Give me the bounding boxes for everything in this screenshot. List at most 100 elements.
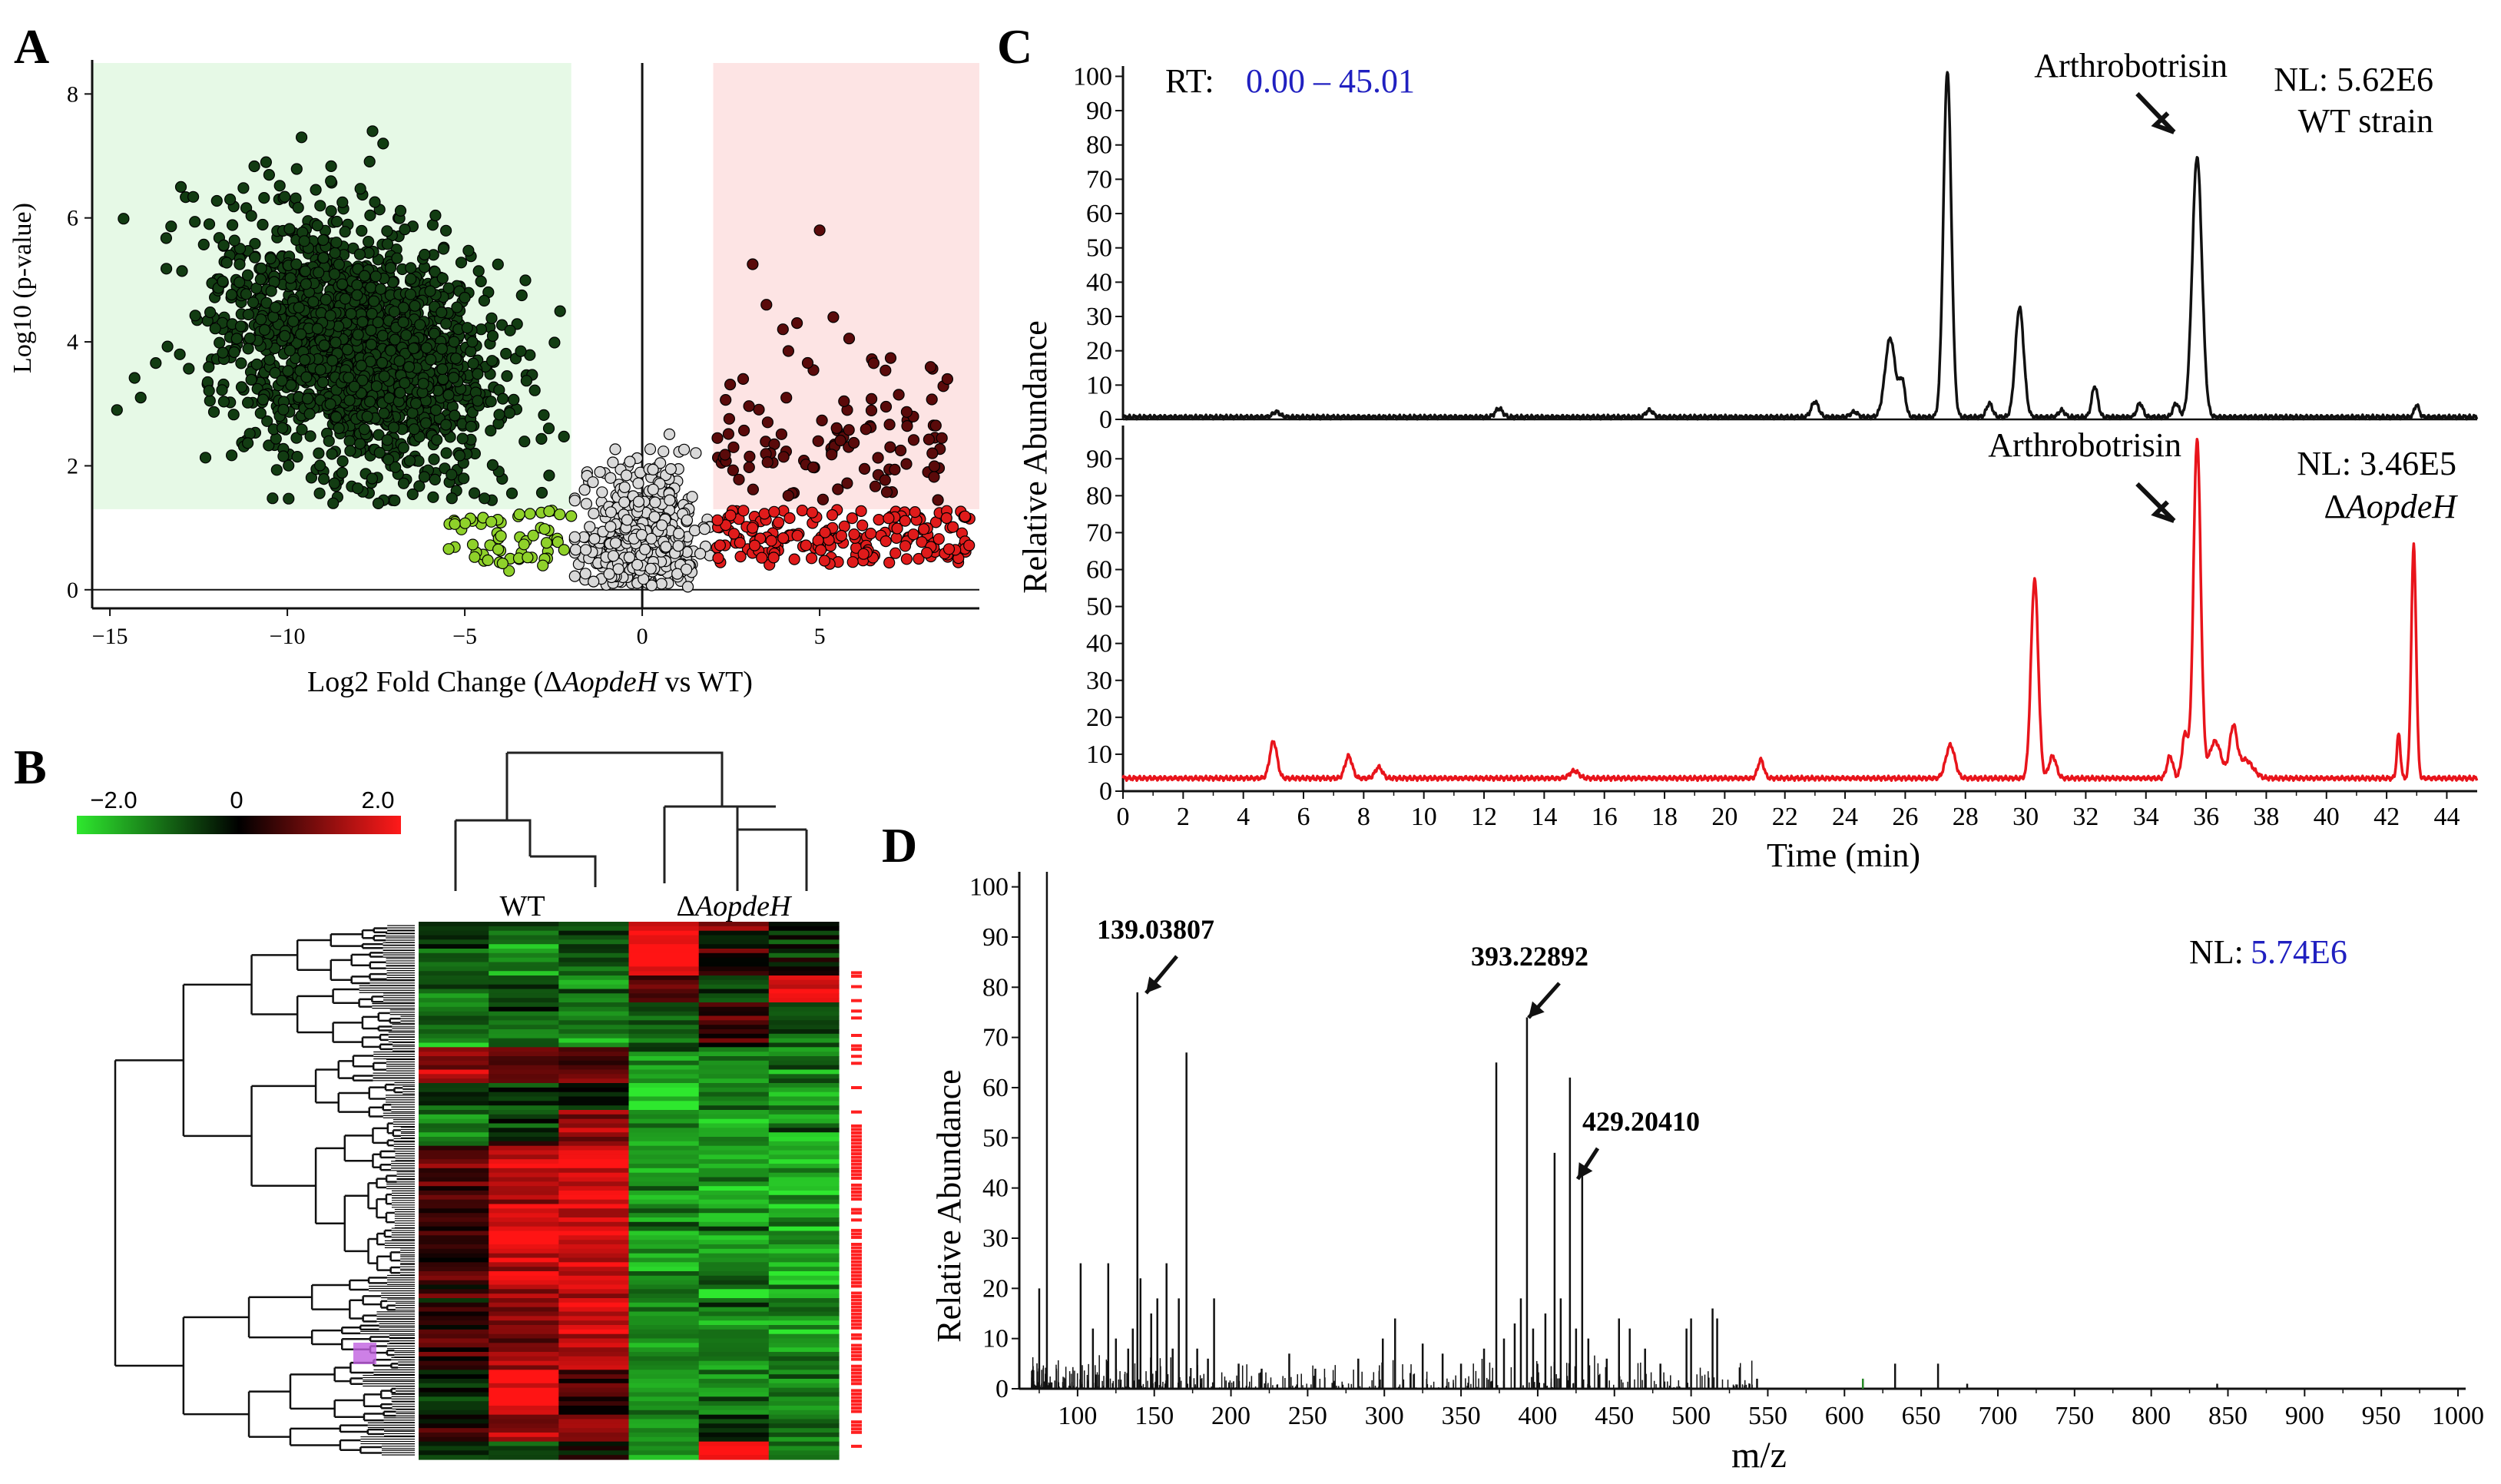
data-point-significant-down xyxy=(485,425,497,437)
heatmap-cell xyxy=(558,1298,630,1303)
heatmap-cell xyxy=(768,1302,840,1308)
heatmap-cell xyxy=(628,1275,700,1281)
data-point-significant-down xyxy=(492,258,504,270)
heatmap-cell xyxy=(558,1137,630,1142)
heatmap-cell xyxy=(698,1235,770,1241)
heatmap-cell xyxy=(489,976,559,981)
data-point-significant-up xyxy=(932,494,944,506)
data-point-fold-down-not-significant xyxy=(449,518,461,530)
marker-tick xyxy=(851,1309,862,1313)
data-point-significant-down xyxy=(279,190,291,203)
heatmap-cell xyxy=(489,1168,559,1174)
ms-y-tick-label: 20 xyxy=(982,1274,1009,1303)
data-point-significant-down xyxy=(391,252,403,264)
data-point-fold-up-not-significant xyxy=(909,505,921,518)
data-point-significant-up xyxy=(743,461,755,474)
heatmap-cell xyxy=(489,1343,559,1348)
data-point-significant-down xyxy=(203,385,215,397)
data-point-fold-up-not-significant xyxy=(963,539,976,552)
heatmap-cell xyxy=(558,1091,630,1098)
heatmap-cell xyxy=(628,989,700,994)
heatmap-cell xyxy=(489,1101,559,1106)
colorbar-min-label: −2.0 xyxy=(90,787,137,813)
heatmap-cell xyxy=(419,1244,489,1250)
heatmap-cell xyxy=(768,1253,840,1259)
data-point-significant-down xyxy=(299,353,311,366)
data-point-significant-down xyxy=(336,466,349,479)
data-point-significant-down xyxy=(440,447,452,459)
data-point-significant-down xyxy=(397,442,409,454)
heatmap-cell xyxy=(768,1271,840,1277)
marker-tick xyxy=(851,1270,862,1274)
chromatogram-x-tick-label: 38 xyxy=(2253,803,2279,831)
data-point-significant-down xyxy=(475,323,488,336)
heatmap-cell xyxy=(558,1365,630,1370)
data-point-fold-down-not-significant xyxy=(459,517,472,529)
heatmap-cell xyxy=(698,1052,770,1057)
data-point-fold-up-not-significant xyxy=(796,504,809,517)
heatmap-cell xyxy=(558,1333,630,1340)
data-point-significant-down xyxy=(277,450,290,462)
data-point-fold-up-not-significant xyxy=(889,547,902,559)
heatmap-cell xyxy=(768,1221,840,1227)
data-point-significant-down xyxy=(465,420,477,432)
data-point-significant-down xyxy=(273,180,286,192)
heatmap-cell xyxy=(419,1392,489,1397)
panel-label-c: C xyxy=(997,19,1032,74)
heatmap-cell xyxy=(768,1168,840,1174)
data-point-significant-down xyxy=(344,445,356,457)
data-point-significant-down xyxy=(478,294,491,307)
data-point-significant-down xyxy=(225,289,237,301)
heatmap-cell xyxy=(489,1275,559,1281)
data-point-fold-up-not-significant xyxy=(777,532,790,545)
heatmap-cell xyxy=(489,1042,559,1048)
heatmap-cell xyxy=(698,1423,770,1429)
heatmap-cell xyxy=(628,1374,700,1380)
panel-label-d: D xyxy=(882,818,917,873)
data-point-significant-down xyxy=(333,422,345,435)
heatmap-cell xyxy=(489,1401,559,1406)
data-point-significant-down xyxy=(385,344,397,356)
heatmap-cell xyxy=(558,1181,630,1187)
marker-tick xyxy=(851,1162,862,1166)
heatmap-cell xyxy=(628,1029,700,1035)
heatmap-cell xyxy=(698,1248,770,1254)
heatmap-cell xyxy=(628,1118,700,1125)
heatmap-cell xyxy=(419,1401,489,1406)
data-point-fold-up-not-significant xyxy=(873,513,885,526)
heatmap-cell xyxy=(558,1253,630,1259)
data-point-significant-up xyxy=(807,461,820,474)
heatmap-cell xyxy=(768,1298,840,1303)
data-point-significant-down xyxy=(290,258,303,270)
data-point-not-changed xyxy=(624,455,636,468)
data-point-significant-down xyxy=(475,275,487,287)
data-point-significant-down xyxy=(472,368,484,380)
data-point-significant-down xyxy=(515,289,528,302)
data-point-fold-up-not-significant xyxy=(800,539,812,552)
data-point-significant-down xyxy=(329,247,341,259)
data-point-significant-down xyxy=(458,472,470,485)
data-point-significant-down xyxy=(210,194,223,207)
heatmap-cell xyxy=(768,926,840,932)
data-point-significant-down xyxy=(307,296,320,308)
heatmap-cell xyxy=(419,1423,489,1429)
heatmap-cell xyxy=(489,1396,559,1402)
heatmap-cell xyxy=(768,952,840,959)
data-point-significant-up xyxy=(775,428,788,440)
data-point-significant-down xyxy=(199,452,212,464)
heatmap-cell xyxy=(698,1078,770,1084)
data-point-significant-down xyxy=(442,389,455,401)
heatmap-cell xyxy=(698,1154,770,1160)
heatmap-cell xyxy=(628,1409,700,1416)
heatmap-cell xyxy=(489,1123,559,1128)
heatmap-cell xyxy=(558,1275,630,1281)
data-point-significant-up xyxy=(724,379,737,391)
heatmap-cell xyxy=(419,1002,489,1008)
heatmap-cell xyxy=(768,1020,840,1025)
chromatogram-y-label: Relative Abundance xyxy=(1016,320,1054,594)
data-point-fold-up-not-significant xyxy=(899,515,911,527)
heatmap-cell xyxy=(628,1181,700,1187)
heatmap-cell xyxy=(698,1110,770,1115)
heatmap-cell xyxy=(768,1208,840,1214)
chromatogram-x-tick-label: 22 xyxy=(1772,803,1798,831)
